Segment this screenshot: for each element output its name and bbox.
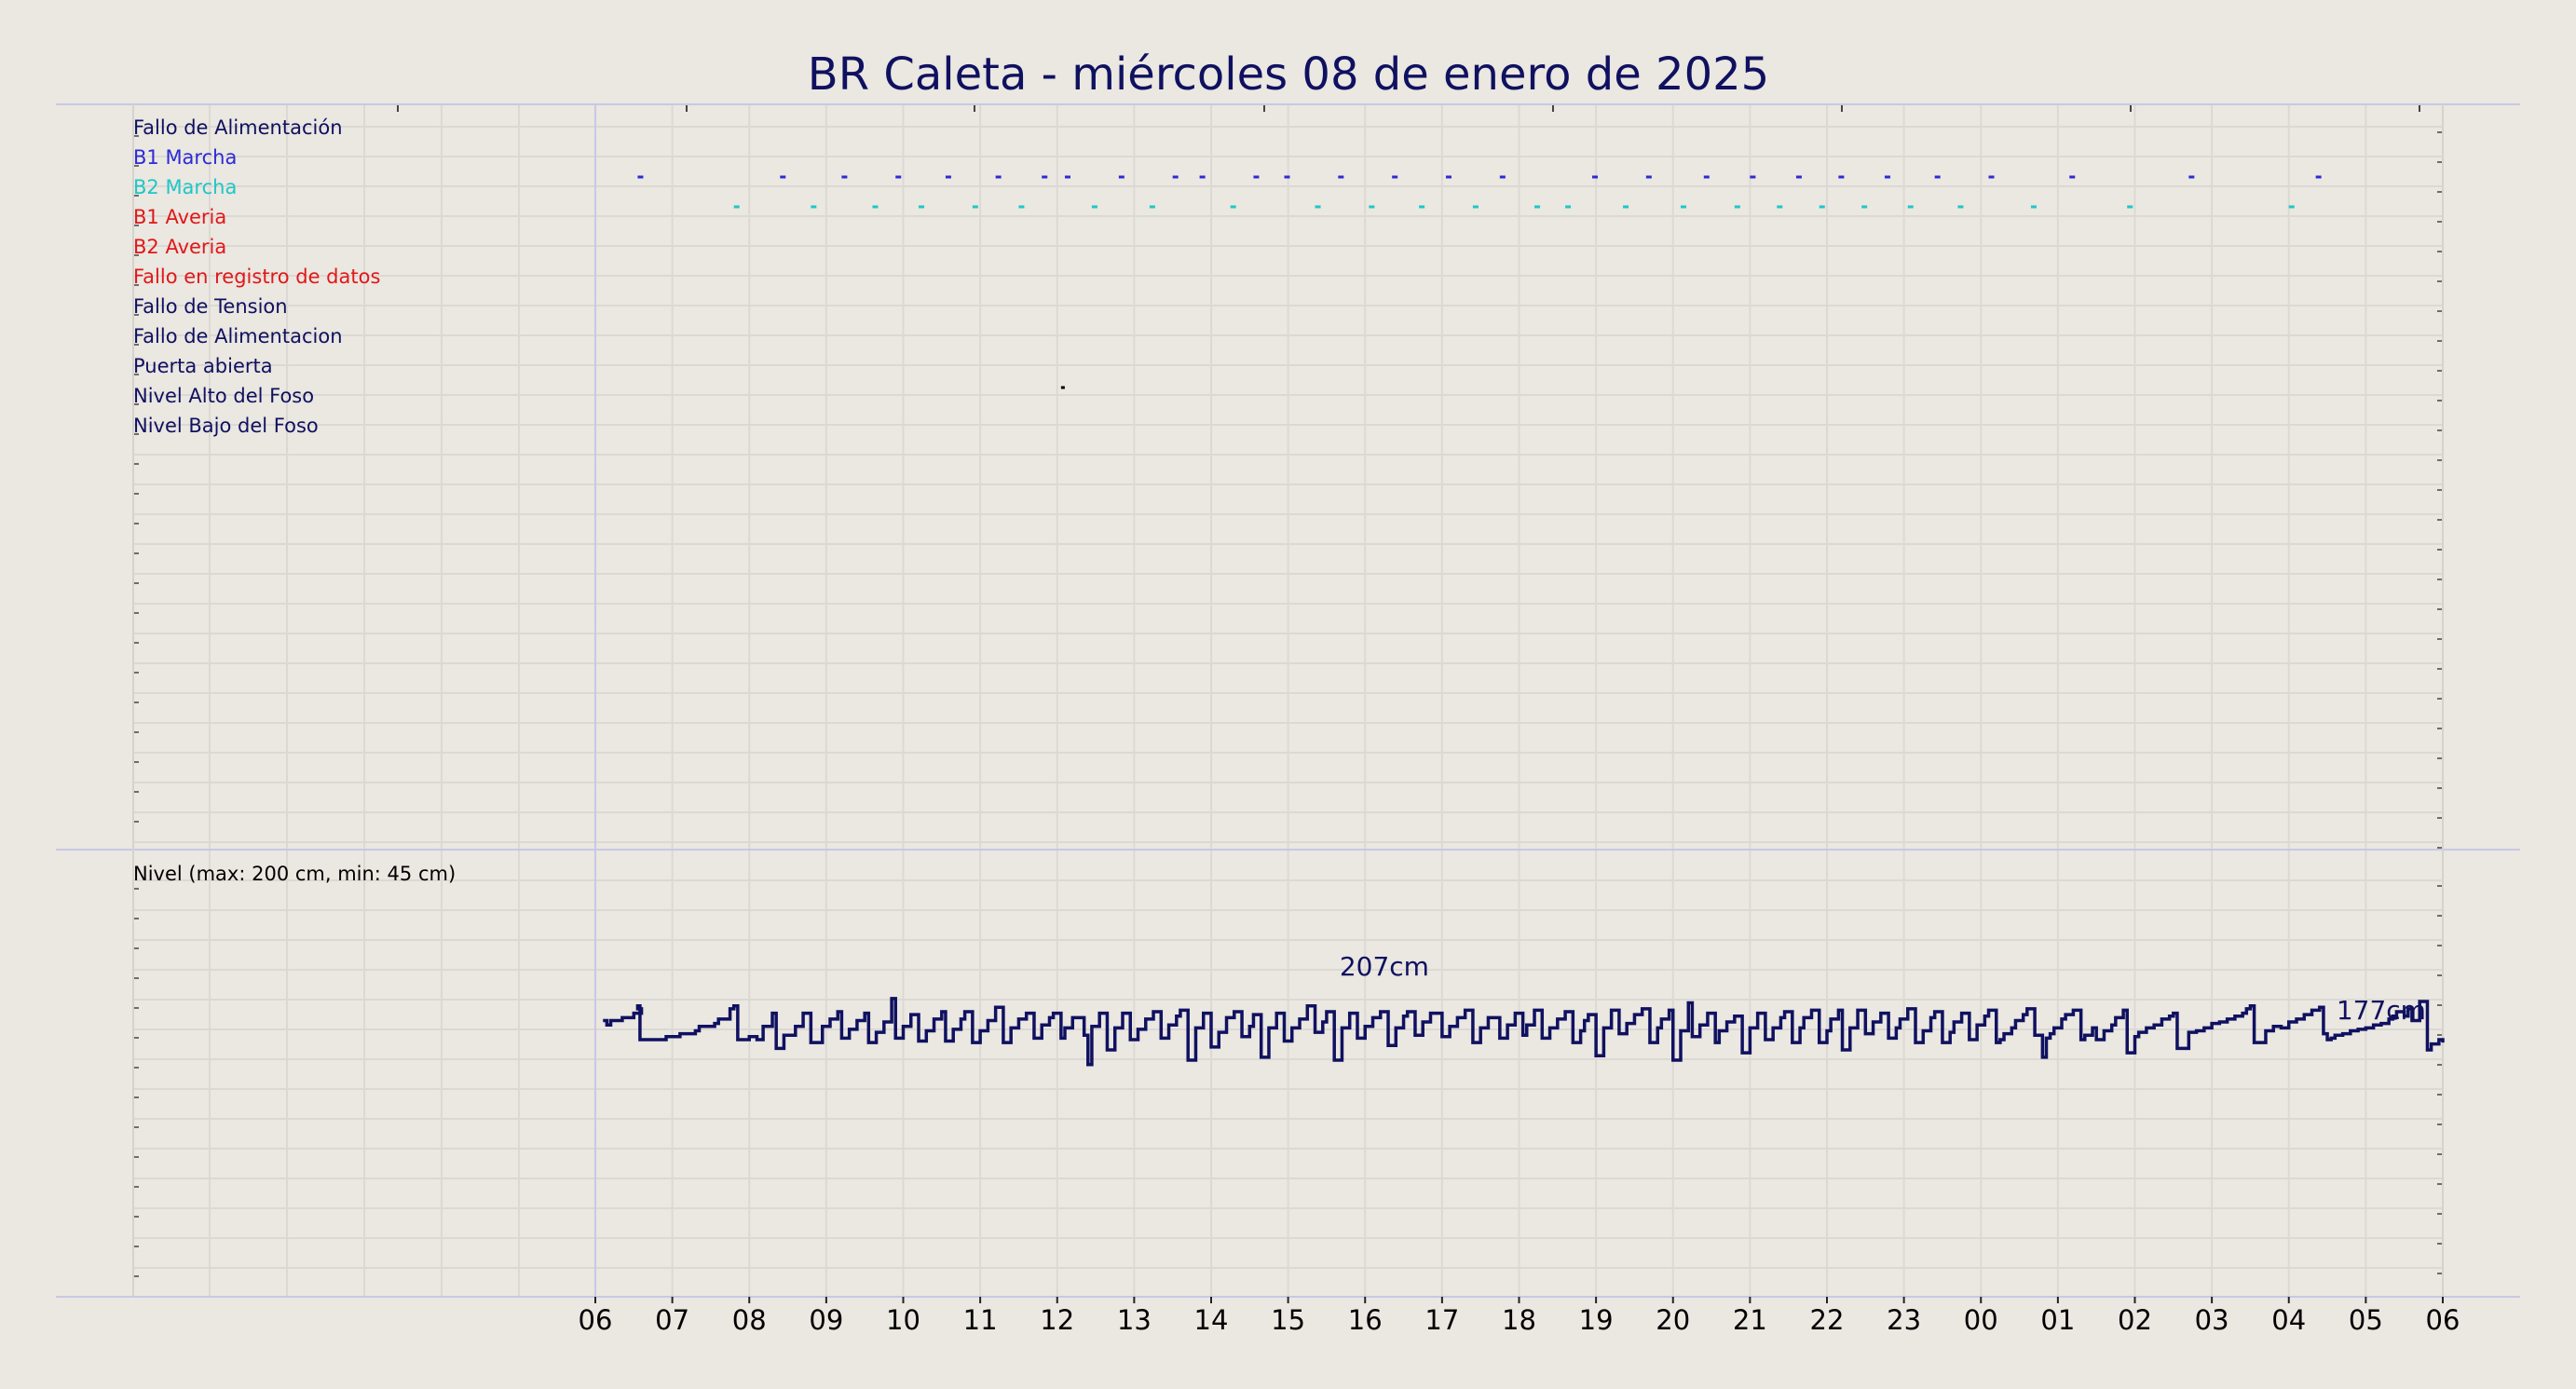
chart-title: BR Caleta - miércoles 08 de enero de 202… xyxy=(808,48,1769,101)
x-tick-label-3: 09 xyxy=(809,1304,843,1336)
x-tick-label-10: 16 xyxy=(1348,1304,1383,1336)
event-marks xyxy=(637,175,2322,389)
x-tick-label-23: 05 xyxy=(2349,1304,2383,1336)
x-tick-label-21: 03 xyxy=(2195,1304,2229,1336)
x-tick-label-5: 11 xyxy=(963,1304,998,1336)
row-label-6: Fallo de Tension xyxy=(133,295,288,318)
row-label-4: B2 Averia xyxy=(133,236,226,258)
x-tick-label-12: 18 xyxy=(1502,1304,1536,1336)
x-tick-label-18: 00 xyxy=(1964,1304,1998,1336)
row-label-8: Puerta abierta xyxy=(133,355,273,377)
row-label-5: Fallo en registro de datos xyxy=(133,266,380,288)
x-tick-label-14: 20 xyxy=(1656,1304,1690,1336)
x-tick-label-1: 07 xyxy=(655,1304,689,1336)
x-axis-ticks: 06 07 08 09 10 11 12 13 14 15 16 17 18 19 20 21 22 23 00 01… xyxy=(579,1297,2460,1336)
x-tick-label-16: 22 xyxy=(1810,1304,1845,1336)
x-tick-label-4: 10 xyxy=(886,1304,920,1336)
x-tick-label-20: 02 xyxy=(2118,1304,2152,1336)
x-tick-label-0: 06 xyxy=(579,1304,613,1336)
row-label-9: Nivel Alto del Foso xyxy=(133,385,314,407)
x-tick-label-2: 08 xyxy=(732,1304,767,1336)
x-tick-label-9: 15 xyxy=(1271,1304,1305,1336)
x-tick-label-24: 06 xyxy=(2426,1304,2460,1336)
row-label-0: Fallo de Alimentación xyxy=(133,116,343,139)
x-tick-label-7: 13 xyxy=(1117,1304,1152,1336)
level-panel-title: Nivel (max: 200 cm, min: 45 cm) xyxy=(133,863,456,885)
level-annotation-0: 207cm xyxy=(1340,951,1429,982)
row-label-10: Nivel Bajo del Foso xyxy=(133,415,319,437)
level-line-0 xyxy=(603,997,2445,1067)
x-tick-label-19: 01 xyxy=(2040,1304,2075,1336)
event-row-labels: Fallo de Alimentación B1 Marcha B2 Marcha B… xyxy=(133,116,380,437)
grid-layer xyxy=(133,104,2444,1297)
x-tick-label-6: 12 xyxy=(1040,1304,1074,1336)
row-label-3: B1 Averia xyxy=(133,206,226,228)
level-annotation-1: 177cm xyxy=(2337,995,2426,1026)
x-tick-label-8: 14 xyxy=(1194,1304,1229,1336)
level-series xyxy=(603,997,2445,1067)
level-annotations: 207cm 177cm xyxy=(1340,951,2426,1026)
row-label-2: B2 Marcha xyxy=(133,176,237,198)
x-tick-label-17: 23 xyxy=(1887,1304,1921,1336)
x-tick-label-13: 19 xyxy=(1579,1304,1614,1336)
row-label-7: Fallo de Alimentacion xyxy=(133,325,343,347)
x-tick-label-22: 04 xyxy=(2271,1304,2306,1336)
x-tick-label-11: 17 xyxy=(1424,1304,1459,1336)
x-tick-label-15: 21 xyxy=(1733,1304,1767,1336)
row-label-1: B1 Marcha xyxy=(133,146,237,169)
